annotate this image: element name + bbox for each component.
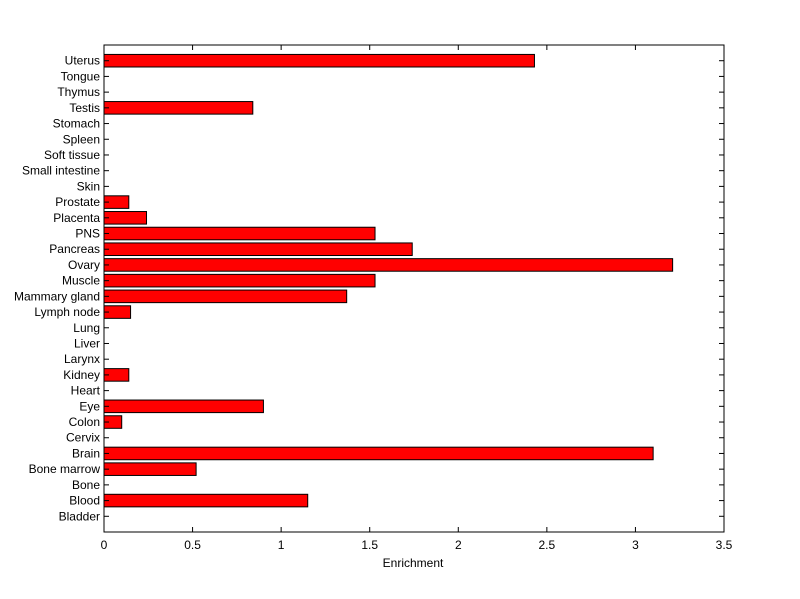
y-tick-label: Skin <box>77 179 100 193</box>
y-tick-label: Testis <box>69 101 100 115</box>
bar-bone-marrow <box>103 462 197 476</box>
y-tick-label: PNS <box>75 227 100 241</box>
y-tick-label: Blood <box>69 494 100 508</box>
y-tick-label: Larynx <box>64 352 100 366</box>
y-tick-label: Lung <box>73 321 100 335</box>
bars-group <box>103 53 674 508</box>
y-tick-label: Liver <box>74 336 100 350</box>
x-ticks-group: 0 0.5 1 1.5 2 2.5 3 3.5 <box>101 45 733 552</box>
bar-pns <box>103 226 376 241</box>
y-tick-label: Small intestine <box>22 164 100 178</box>
x-axis-label: Enrichment <box>383 556 444 570</box>
y-tick-label: Tongue <box>61 69 101 83</box>
bar-blood <box>103 493 309 508</box>
y-tick-label: Placenta <box>53 211 100 225</box>
y-tick-label: Thymus <box>57 85 100 99</box>
y-tick-label: Ovary <box>68 258 100 272</box>
y-tick-label: Kidney <box>63 368 100 382</box>
bar-brain <box>103 446 654 461</box>
bar-eye <box>103 399 264 414</box>
x-tick-label: 0.5 <box>184 538 201 552</box>
y-tick-label: Pancreas <box>49 242 100 256</box>
x-tick-label: 1.5 <box>361 538 378 552</box>
y-tick-label: Bone <box>72 478 100 492</box>
y-tick-label: Muscle <box>62 274 100 288</box>
y-tick-label: Mammary gland <box>14 289 100 303</box>
bar-uterus <box>103 53 535 68</box>
x-tick-label: 2.5 <box>539 538 556 552</box>
y-tick-label: Colon <box>69 415 100 429</box>
y-tick-label: Stomach <box>53 117 100 131</box>
x-tick-label: 1 <box>278 538 285 552</box>
x-tick-label: 2 <box>455 538 462 552</box>
bar-mammary-gland <box>103 289 348 304</box>
y-tick-label: Spleen <box>63 132 100 146</box>
bar-muscle <box>103 273 376 288</box>
y-tick-label: Lymph node <box>34 305 100 319</box>
bar-testis <box>103 101 254 115</box>
y-tick-label: Cervix <box>66 431 100 445</box>
y-tick-label: Uterus <box>65 54 100 68</box>
x-tick-label: 3 <box>632 538 639 552</box>
y-tick-label: Heart <box>71 384 101 398</box>
y-tick-label: Bone marrow <box>29 462 101 476</box>
y-tick-label: Prostate <box>55 195 100 209</box>
y-tick-label: Soft tissue <box>44 148 100 162</box>
bar-ovary <box>103 258 674 272</box>
y-tick-label: Bladder <box>59 509 100 523</box>
y-tick-label: Brain <box>72 446 100 460</box>
bar-placenta <box>103 211 148 225</box>
y-tick-label: Eye <box>79 399 100 413</box>
x-tick-label: 0 <box>101 538 108 552</box>
x-tick-label: 3.5 <box>716 538 733 552</box>
bar-pancreas <box>103 242 413 257</box>
